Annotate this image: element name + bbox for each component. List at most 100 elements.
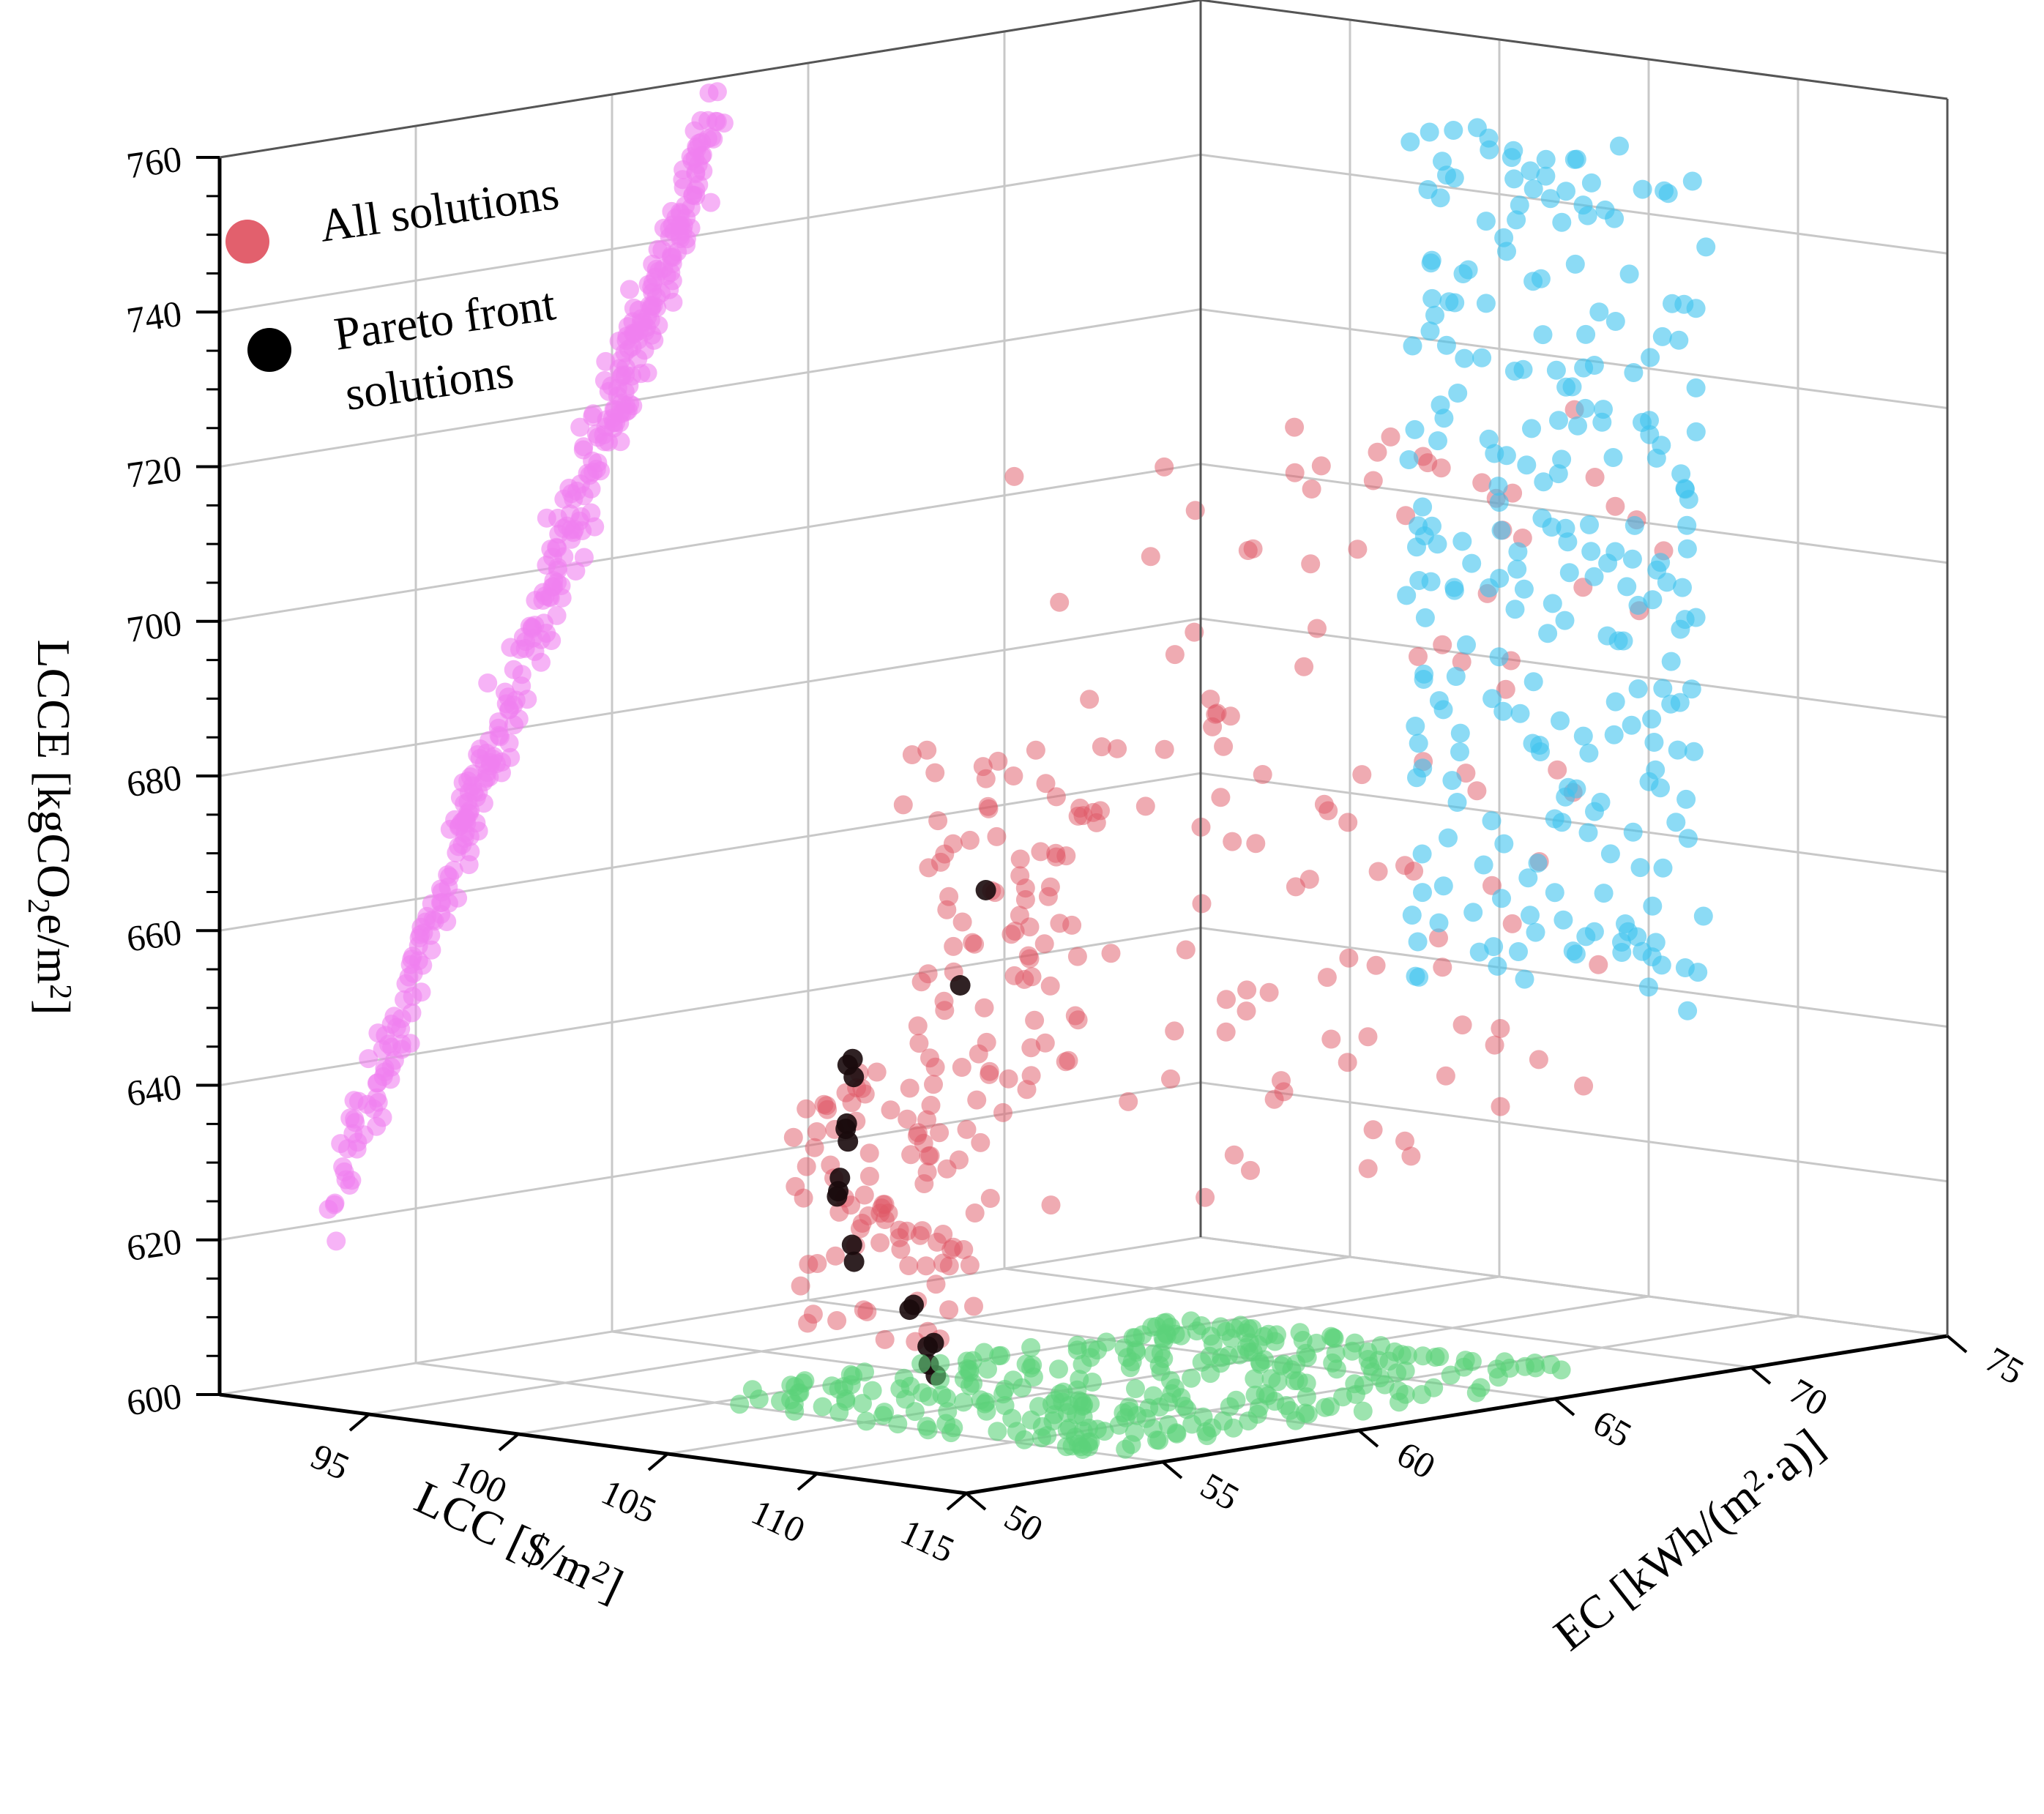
point-projection-ec-lcce — [1496, 446, 1516, 466]
point-projection-lcc-lcce — [403, 987, 422, 1007]
point-projection-ec-lcce — [1568, 416, 1587, 436]
point-projection-ec-lcce — [1638, 977, 1658, 997]
z-tick-label: 740 — [124, 293, 184, 341]
point-all-solutions — [1062, 915, 1082, 935]
point-all-solutions — [933, 1225, 953, 1244]
point-all-solutions — [1314, 794, 1334, 814]
point-projection-lcc-lcce — [585, 517, 605, 537]
point-all-solutions — [1503, 483, 1523, 503]
y-major-tick — [1161, 1460, 1183, 1479]
point-all-solutions — [1317, 968, 1337, 988]
point-projection-lcc-ec — [1007, 1422, 1026, 1441]
point-projection-ec-lcce — [1592, 412, 1612, 432]
point-projection-ec-lcce — [1556, 182, 1575, 201]
point-all-solutions — [899, 1256, 919, 1275]
y-major-tick — [1553, 1397, 1575, 1417]
point-all-solutions — [1467, 781, 1487, 801]
point-projection-lcc-lcce — [413, 955, 433, 975]
point-projection-lcc-ec — [1245, 1369, 1264, 1389]
point-projection-lcc-lcce — [340, 1108, 360, 1128]
point-projection-ec-lcce — [1479, 429, 1499, 449]
point-projection-ec-lcce — [1574, 358, 1594, 378]
point-projection-lcc-ec — [1182, 1368, 1201, 1388]
point-all-solutions — [1101, 944, 1121, 963]
grid-line-wall-left-z — [219, 1236, 1201, 1396]
point-projection-ec-lcce — [1504, 362, 1524, 381]
data-points — [318, 82, 1716, 1459]
point-projection-lcc-ec — [1056, 1437, 1076, 1457]
point-projection-ec-lcce — [1581, 542, 1601, 561]
point-projection-lcc-ec — [1154, 1348, 1174, 1368]
point-projection-lcc-lcce — [663, 271, 682, 291]
point-all-solutions — [881, 1100, 900, 1120]
point-projection-lcc-ec — [930, 1370, 950, 1389]
point-projection-ec-lcce — [1437, 165, 1456, 185]
grid-line-wall-left-z — [219, 308, 1201, 468]
legend-marker-pareto-front — [247, 328, 291, 372]
point-all-solutions — [1395, 1131, 1414, 1151]
point-projection-lcc-ec — [1181, 1311, 1201, 1331]
point-all-solutions — [1038, 887, 1058, 906]
point-all-solutions — [963, 933, 982, 952]
point-projection-lcc-ec — [1343, 1341, 1362, 1361]
point-projection-ec-lcce — [1490, 569, 1510, 588]
point-projection-ec-lcce — [1584, 922, 1604, 941]
point-projection-ec-lcce — [1619, 264, 1639, 284]
point-all-solutions — [1605, 496, 1625, 516]
point-all-solutions — [1529, 1050, 1548, 1070]
point-projection-lcc-lcce — [327, 1231, 346, 1251]
point-projection-ec-lcce — [1549, 411, 1568, 430]
point-projection-ec-lcce — [1531, 742, 1550, 761]
point-all-solutions — [1452, 1015, 1472, 1035]
point-all-solutions — [974, 998, 994, 1018]
point-all-solutions — [960, 1255, 980, 1275]
point-projection-ec-lcce — [1429, 691, 1449, 711]
point-all-solutions — [930, 1123, 950, 1143]
point-projection-lcc-ec — [1119, 1397, 1139, 1417]
point-projection-ec-lcce — [1507, 559, 1527, 579]
point-projection-ec-lcce — [1523, 672, 1543, 692]
point-projection-lcc-lcce — [466, 813, 486, 833]
point-projection-lcc-lcce — [560, 504, 580, 524]
point-projection-lcc-lcce — [646, 267, 665, 287]
point-projection-ec-lcce — [1673, 578, 1692, 597]
point-all-solutions — [1080, 690, 1100, 709]
point-projection-lcc-lcce — [510, 640, 529, 659]
grid-line-wall-right-z — [1200, 617, 1948, 719]
point-all-solutions — [925, 763, 945, 783]
point-projection-ec-lcce — [1514, 579, 1534, 599]
point-all-solutions — [1020, 949, 1040, 968]
point-all-solutions — [980, 1189, 1000, 1208]
point-projection-lcc-ec — [988, 1422, 1007, 1441]
point-all-solutions — [852, 1214, 872, 1233]
point-projection-lcc-ec — [1097, 1332, 1116, 1352]
point-projection-ec-lcce — [1474, 855, 1493, 875]
point-all-solutions — [1031, 842, 1051, 862]
y-axis-line — [966, 1334, 1948, 1496]
point-projection-ec-lcce — [1573, 726, 1593, 746]
point-projection-ec-lcce — [1617, 577, 1637, 597]
point-projection-ec-lcce — [1518, 868, 1538, 888]
point-all-solutions — [1176, 940, 1196, 960]
point-all-solutions — [1135, 796, 1155, 816]
y-tick-label: 50 — [998, 1496, 1050, 1550]
point-projection-ec-lcce — [1610, 136, 1629, 156]
point-all-solutions — [1185, 622, 1204, 642]
point-projection-ec-lcce — [1405, 419, 1425, 439]
point-all-solutions — [1216, 1022, 1236, 1042]
point-projection-ec-lcce — [1603, 448, 1623, 467]
point-all-solutions — [1338, 1053, 1357, 1072]
x-axis-label: LCC [$/m2] — [407, 1471, 630, 1612]
point-projection-ec-lcce — [1647, 560, 1667, 580]
point-projection-lcc-ec — [1297, 1387, 1316, 1407]
point-projection-ec-lcce — [1536, 149, 1556, 169]
point-all-solutions — [891, 1239, 911, 1259]
point-projection-ec-lcce — [1433, 876, 1453, 896]
point-projection-lcc-lcce — [624, 298, 644, 318]
point-projection-ec-lcce — [1507, 210, 1526, 230]
point-projection-lcc-ec — [1124, 1422, 1144, 1442]
point-all-solutions — [1165, 1021, 1185, 1041]
point-projection-ec-lcce — [1605, 209, 1625, 228]
point-all-solutions — [1321, 1029, 1341, 1049]
point-all-solutions — [1358, 1159, 1378, 1179]
